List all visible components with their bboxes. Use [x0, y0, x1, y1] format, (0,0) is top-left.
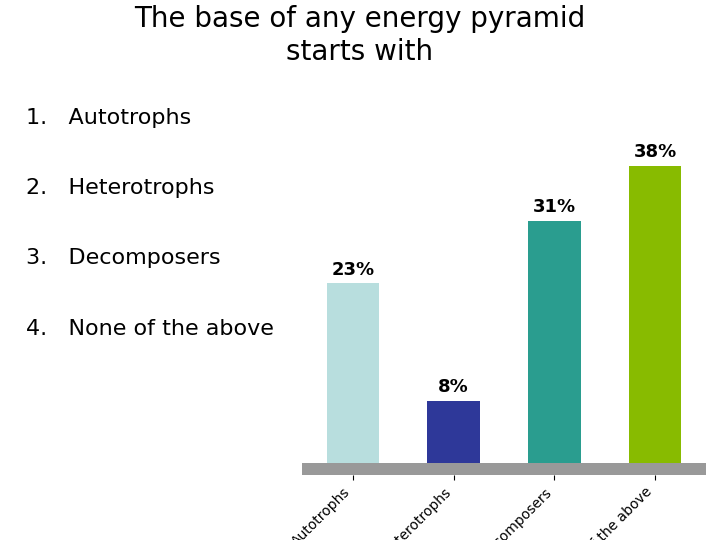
Bar [629, 166, 681, 463]
Text: 38%: 38% [634, 143, 677, 161]
Text: 3.   Decomposers: 3. Decomposers [27, 248, 221, 268]
Text: 23%: 23% [331, 261, 374, 279]
Bar [528, 221, 580, 463]
Bar [327, 284, 379, 463]
Text: 4.   None of the above: 4. None of the above [27, 319, 274, 339]
Text: 2.   Heterotrophs: 2. Heterotrophs [27, 178, 215, 198]
Text: 31%: 31% [533, 198, 576, 216]
Bar [302, 463, 706, 475]
Bar [428, 401, 480, 463]
Text: 8%: 8% [438, 378, 469, 396]
Text: 1.   Autotrophs: 1. Autotrophs [27, 108, 192, 128]
Text: The base of any energy pyramid
starts with: The base of any energy pyramid starts wi… [135, 5, 585, 66]
